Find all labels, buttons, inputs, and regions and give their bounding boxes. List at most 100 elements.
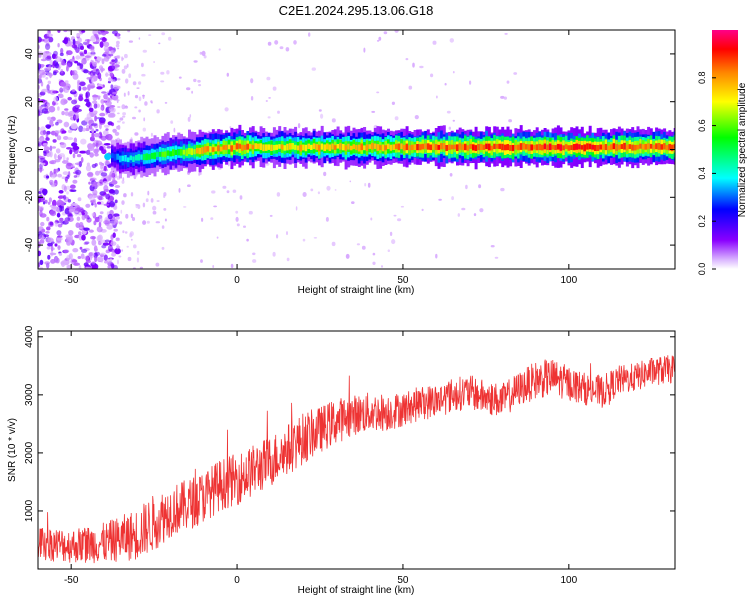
noise-blob — [103, 46, 110, 52]
noise-blob — [103, 220, 110, 225]
faint-speckle — [323, 171, 327, 177]
colorbar-ticks: 0.0 0.2 0.4 0.6 0.8 — [697, 72, 716, 275]
noise-blob — [69, 189, 74, 192]
noise-blob — [67, 199, 72, 203]
noise-blob — [53, 96, 58, 103]
faint-speckle — [212, 265, 215, 268]
noise-blob — [85, 164, 92, 172]
noise-blob — [91, 132, 95, 139]
noise-blob — [57, 66, 61, 70]
faint-speckle — [170, 120, 174, 124]
ridge-segment — [493, 143, 497, 150]
noise-blob — [84, 98, 90, 102]
faint-speckle — [446, 110, 451, 114]
faint-speckle — [473, 213, 477, 217]
noise-blob — [64, 185, 67, 192]
noise-blob — [45, 50, 50, 54]
faint-speckle — [310, 188, 314, 192]
faint-speckle — [160, 80, 165, 83]
noise-blob — [78, 226, 83, 230]
snr-y-ticks: 1000 2000 3000 4000 — [24, 325, 675, 522]
ridge-segment — [169, 151, 173, 157]
noise-blob — [94, 248, 99, 252]
ridge-segment — [246, 143, 250, 150]
noise-blob — [105, 159, 109, 164]
ridge-segment — [217, 145, 221, 152]
noise-blob — [97, 181, 100, 187]
noise-blob — [59, 87, 63, 91]
noise-blob — [112, 96, 116, 100]
faint-speckle — [325, 217, 329, 222]
faint-speckle — [158, 42, 161, 45]
faint-speckle — [163, 195, 166, 198]
noise-blob — [69, 149, 72, 154]
faint-speckle — [116, 33, 120, 38]
noise-blob — [39, 213, 47, 218]
noise-blob — [84, 255, 90, 261]
faint-speckle — [461, 207, 466, 211]
y-tick-label: 0 — [24, 146, 35, 152]
noise-blob — [92, 94, 99, 98]
noise-blob — [81, 212, 85, 216]
ridge-segment — [490, 145, 494, 151]
faint-speckle — [200, 259, 203, 263]
noise-blob — [109, 220, 116, 226]
faint-speckle — [211, 190, 216, 194]
ridge-segment — [644, 143, 648, 150]
faint-speckle — [370, 217, 373, 221]
ridge-segment — [591, 144, 595, 150]
noise-blob — [80, 253, 85, 260]
noise-blob — [72, 248, 79, 253]
ridge-segment — [408, 145, 412, 151]
noise-blob — [43, 234, 50, 238]
noise-blob — [108, 112, 116, 118]
faint-speckle — [142, 202, 146, 208]
noise-blob — [95, 170, 100, 176]
ridge-segment — [307, 143, 311, 149]
ridge-segment — [657, 143, 661, 150]
faint-speckle — [150, 132, 153, 137]
ridge-segment — [559, 144, 563, 151]
faint-speckle — [189, 114, 192, 118]
ridge-segment — [671, 144, 674, 152]
ridge-segment — [249, 143, 252, 149]
faint-speckle — [116, 99, 120, 102]
noise-blob — [75, 105, 80, 108]
x-tick-label: 50 — [397, 575, 409, 586]
ridge-segment — [554, 145, 558, 151]
ridge-segment — [604, 144, 608, 151]
x-tick-label: 100 — [560, 275, 577, 286]
noise-blob — [102, 242, 110, 246]
noise-blob — [116, 250, 120, 254]
faint-speckle — [313, 237, 318, 239]
noise-blob — [71, 142, 78, 147]
noise-blob — [62, 171, 69, 176]
faint-speckle — [117, 86, 119, 89]
noise-blob — [56, 135, 62, 141]
ridge-segment — [312, 143, 316, 150]
ridge-segment — [280, 144, 284, 150]
faint-speckle — [115, 237, 120, 242]
faint-speckle — [235, 210, 239, 214]
noise-blob — [76, 154, 82, 158]
ridge-segment — [530, 144, 534, 151]
noise-blob — [92, 100, 98, 104]
ridge-segment — [379, 145, 383, 150]
noise-blob — [38, 111, 41, 117]
noise-blob — [109, 105, 116, 108]
faint-speckle — [252, 259, 257, 263]
noise-blob — [52, 199, 57, 207]
noise-blob — [86, 149, 91, 155]
noise-blob — [103, 192, 107, 195]
noise-blob — [57, 30, 61, 33]
noise-blob — [93, 103, 98, 109]
faint-speckle — [116, 126, 120, 130]
noise-blob — [45, 56, 52, 61]
noise-blob — [99, 146, 104, 151]
ridge-segment — [397, 143, 401, 151]
faint-speckle — [168, 36, 172, 41]
noise-blob — [54, 221, 59, 227]
ridge-segment — [639, 143, 643, 149]
ridge-segment — [437, 144, 441, 150]
noise-blob — [65, 185, 71, 190]
